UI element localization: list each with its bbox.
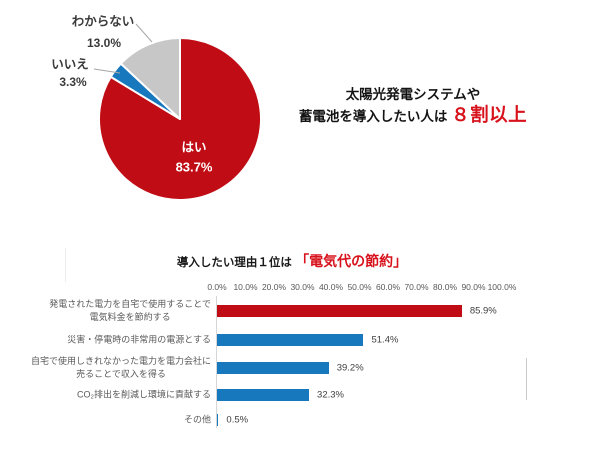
x-axis-tick: 40.0%: [318, 282, 344, 292]
bar-category-label: 災害・停電時の非常用の電源とする: [67, 334, 211, 345]
bar: [217, 414, 219, 426]
pie-label-unknown: わからない: [71, 14, 135, 29]
pie-slice-unknown: [119, 37, 181, 120]
artifact-line-right: [526, 358, 527, 400]
bar-value-label: 51.4%: [371, 334, 399, 346]
bar-title-prefix: 導入したい理由１位は: [176, 257, 296, 269]
x-axis-tick: 100.0%: [487, 282, 517, 292]
bar-category-label: その他: [183, 414, 211, 425]
pie-chart: [93, 23, 262, 201]
x-axis-tick: 60.0%: [375, 282, 401, 292]
bar-chart-title: 導入したい理由１位は 「電気代の節約」: [177, 251, 407, 271]
artifact-line-left: [65, 248, 66, 282]
x-axis-tick: 0.0%: [207, 282, 227, 292]
bar: [217, 334, 364, 346]
bar-category-label: CO₂排出を削減し環境に貢献する: [77, 389, 211, 400]
headline: 太陽光発電システムや 蓄電池を導入したい人は ８割以上: [299, 86, 527, 128]
bar-category-label: 発電された電力を自宅で使用することで 電気料金を節約する: [49, 299, 211, 322]
bar-value-label: 0.5%: [226, 414, 249, 426]
pie-label-no: いいえ: [51, 57, 89, 72]
bar: [217, 362, 329, 374]
x-axis-tick: 70.0%: [404, 282, 429, 292]
bar: [217, 389, 310, 401]
headline-line2-prefix: 蓄電池を導入したい人は: [298, 109, 452, 124]
headline-emphasis: ８割以上: [451, 104, 528, 125]
leader-line-unknown: [135, 23, 153, 43]
bar: [217, 305, 462, 317]
pie-value-unknown: 13.0%: [86, 36, 122, 50]
bar-category-label: 自宅で使用しきれなかった電力を電力会社に 売ることで収入を得る: [30, 356, 211, 379]
bar-value-label: 39.2%: [336, 362, 364, 374]
bar-value-label: 85.9%: [469, 305, 497, 317]
headline-line1: 太陽光発電システムや: [345, 87, 481, 102]
x-axis-tick: 30.0%: [290, 282, 315, 292]
bar-value-label: 32.3%: [317, 389, 344, 401]
pie-value-yes: 83.7%: [175, 159, 213, 175]
x-axis-tick: 50.0%: [347, 282, 372, 292]
x-axis-tick: 20.0%: [261, 282, 287, 292]
pie-slice-no: [109, 62, 181, 120]
leader-line-no: [93, 68, 121, 74]
pie-slice-yes: [98, 37, 262, 201]
headline-line2: 蓄電池を導入したい人は ８割以上: [299, 104, 527, 128]
x-axis-tick: 80.0%: [432, 282, 458, 292]
x-axis-tick: 10.0%: [233, 282, 258, 292]
bar-title-emphasis: 「電気代の節約」: [295, 253, 408, 269]
x-axis-tick: 90.0%: [461, 282, 486, 292]
y-axis-line: [216, 296, 217, 428]
pie-value-no: 3.3%: [59, 75, 87, 89]
pie-label-yes: はい: [181, 140, 207, 155]
